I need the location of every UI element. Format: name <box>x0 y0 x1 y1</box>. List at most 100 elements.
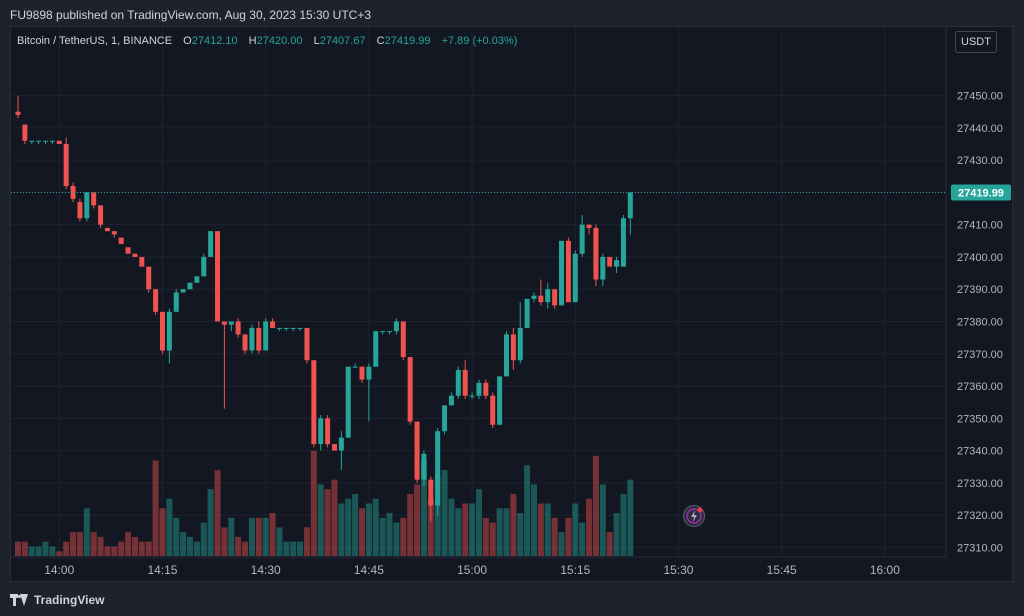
candle-body <box>111 231 117 235</box>
volume-bar <box>42 541 49 556</box>
footer-brand[interactable]: TradingView <box>34 593 105 607</box>
candle-body <box>325 418 331 445</box>
high-value: 27420.00 <box>256 35 303 47</box>
candle-body <box>524 298 530 328</box>
price-tick-label: 27390.00 <box>957 284 1003 296</box>
candle-body <box>620 218 626 267</box>
volume-bar <box>324 489 331 556</box>
volume-bar <box>489 522 496 556</box>
candle-body <box>373 331 379 367</box>
candle-body <box>173 292 179 312</box>
candlestick-chart[interactable]: 27310.00 27320.00 27330.00 27340.00 27350.00… <box>11 27 1013 582</box>
last-price-label: 27419.99 <box>958 187 1004 199</box>
candle-body <box>579 224 585 254</box>
chart-panel[interactable]: 27310.00 27320.00 27330.00 27340.00 27350.00… <box>10 26 1013 582</box>
time-tick-label: 15:30 <box>663 563 693 577</box>
volume-bar <box>537 503 544 556</box>
candle-body <box>139 256 145 267</box>
candle-body <box>283 327 289 329</box>
candle-body <box>503 334 509 377</box>
volume-bar <box>592 455 599 556</box>
volume-bar <box>131 536 138 556</box>
ohlc-legend: Bitcoin / TetherUS, 1, BINANCE O27412.10… <box>17 35 517 47</box>
price-tick-label: 27380.00 <box>957 317 1003 329</box>
low-value: 27407.67 <box>319 35 366 47</box>
candle-body <box>366 366 372 380</box>
candle-body <box>490 395 496 425</box>
volume-bar <box>551 517 558 556</box>
candle-body <box>483 382 489 396</box>
candle-body <box>77 202 83 219</box>
candle-body <box>194 276 200 283</box>
time-tick-label: 15:00 <box>457 563 487 577</box>
candle-body <box>215 231 221 322</box>
volume-bar <box>49 546 56 556</box>
volume-bar <box>138 541 145 556</box>
volume-bar <box>462 503 469 556</box>
volume-bar <box>97 536 104 556</box>
volume-bar <box>407 493 414 556</box>
volume-bar <box>290 541 297 556</box>
last-price-badge <box>951 184 1011 201</box>
tradingview-logo-icon[interactable] <box>10 594 28 606</box>
price-tick-label: 27350.00 <box>957 413 1003 425</box>
candle-body <box>428 479 434 506</box>
volume-bar <box>524 465 531 556</box>
candle-body <box>442 405 448 432</box>
price-tick-label: 27330.00 <box>957 478 1003 490</box>
volume-bar <box>586 498 593 556</box>
candle-body <box>15 111 21 115</box>
candle-body <box>36 140 42 142</box>
candle-body <box>593 227 599 280</box>
volume-bar <box>627 479 634 556</box>
price-tick-label: 27340.00 <box>957 446 1003 458</box>
currency-button[interactable]: USDT <box>955 31 997 53</box>
candle-body <box>256 327 262 351</box>
volume-bar <box>200 522 207 556</box>
candle-body <box>345 366 351 438</box>
volume-bar <box>482 517 489 556</box>
volume-bar <box>83 508 90 556</box>
volume-bar <box>331 479 338 556</box>
volume-bar <box>255 517 262 556</box>
candle-body <box>125 247 131 254</box>
candle-body <box>586 224 592 228</box>
candle-body <box>63 144 69 186</box>
candle-body <box>311 360 317 445</box>
candle-body <box>263 321 269 351</box>
volume-bar <box>111 546 118 556</box>
volume-bar <box>503 508 510 556</box>
close-label: C <box>376 35 385 47</box>
volume-bar <box>372 498 379 556</box>
time-tick-label: 14:00 <box>44 563 74 577</box>
volume-bar <box>269 513 276 556</box>
volume-bar <box>145 541 152 556</box>
volume-bar <box>544 503 551 556</box>
volume-bar <box>56 551 63 556</box>
price-tick-label: 27370.00 <box>957 349 1003 361</box>
candle-body <box>359 366 365 380</box>
volume-bar <box>125 532 132 556</box>
volume-bar <box>207 489 214 556</box>
candle-body <box>352 366 358 368</box>
volume-bar <box>173 517 180 556</box>
candle-body <box>98 205 104 225</box>
volume-bar <box>35 546 42 556</box>
candle-body <box>407 357 413 422</box>
symbol-title[interactable]: Bitcoin / TetherUS, 1, BINANCE <box>17 35 173 47</box>
volume-bar <box>228 517 235 556</box>
candle-body <box>132 253 138 257</box>
price-tick-label: 27450.00 <box>957 91 1003 103</box>
volume-bar <box>221 527 228 556</box>
candle-body <box>545 289 551 303</box>
candle-body <box>221 321 227 325</box>
volume-bar <box>620 493 627 556</box>
volume-bar <box>558 532 565 556</box>
volume-bar <box>214 470 221 556</box>
price-tick-label: 27440.00 <box>957 123 1003 135</box>
lightning-bolt-icon[interactable] <box>683 505 705 527</box>
volume-bar <box>393 522 400 556</box>
volume-bar <box>159 508 166 556</box>
volume-bar <box>441 470 448 556</box>
candle-body <box>104 227 110 232</box>
